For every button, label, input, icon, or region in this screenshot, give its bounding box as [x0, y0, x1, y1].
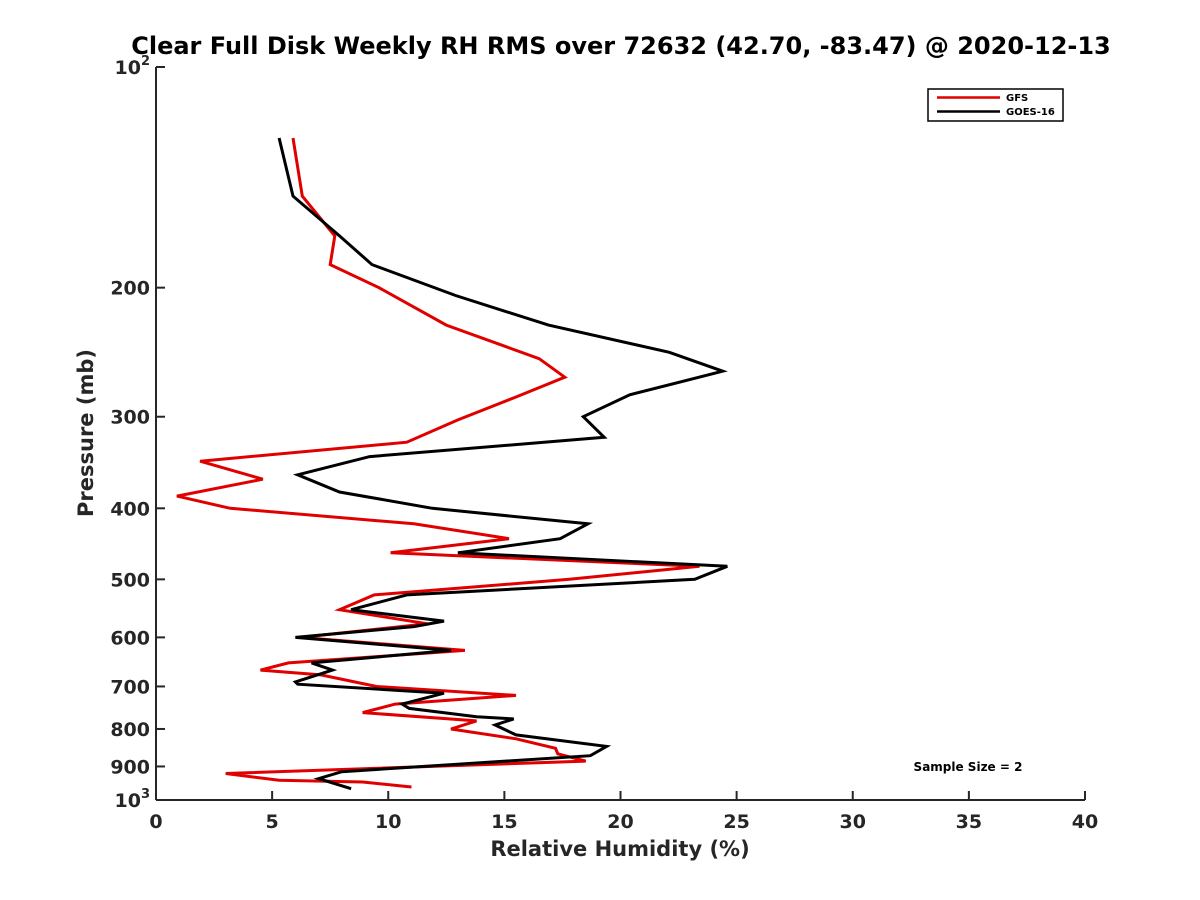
y-tick-label: 200	[110, 278, 150, 300]
legend-box	[927, 88, 1064, 122]
y-tick-label: 600	[110, 627, 150, 649]
legend-label-goes16: GOES-16	[1006, 107, 1055, 118]
x-tick-label: 0	[149, 811, 162, 833]
y-axis-label: Pressure (mb)	[74, 349, 98, 517]
series-line-gfs	[176, 137, 700, 789]
series-layer	[176, 137, 728, 791]
y-tick-label: 400	[110, 498, 150, 520]
x-tick-label: 30	[840, 811, 866, 833]
x-tick-label: 5	[266, 811, 279, 833]
x-tick-label: 20	[607, 811, 633, 833]
ticks-layer: 0 5 10 15 20 25 30 35 40 102 200 300 400 500 600 700 800…	[110, 54, 1098, 833]
x-tick-label: 25	[723, 811, 749, 833]
legend: GFS GOES-16	[927, 88, 1064, 122]
y-tick-label: 500	[110, 569, 150, 591]
y-tick-label: 102	[115, 54, 151, 79]
legend-label-gfs: GFS	[1006, 93, 1028, 104]
y-tick-label: 700	[110, 676, 150, 698]
x-axis-label: Relative Humidity (%)	[490, 837, 749, 861]
x-tick-label: 15	[491, 811, 517, 833]
x-tick-label: 10	[375, 811, 401, 833]
plot-area	[156, 67, 1085, 800]
x-tick-label: 40	[1072, 811, 1098, 833]
chart-title: Clear Full Disk Weekly RH RMS over 72632…	[131, 32, 1111, 60]
y-tick-label: 103	[115, 787, 151, 812]
y-tick-label: 800	[110, 719, 150, 741]
y-tick-label: 300	[110, 407, 150, 429]
y-tick-label: 900	[110, 756, 150, 778]
x-tick-label: 35	[956, 811, 982, 833]
series-line-goes16	[277, 137, 728, 791]
sample-size-annotation: Sample Size = 2	[914, 760, 1023, 774]
